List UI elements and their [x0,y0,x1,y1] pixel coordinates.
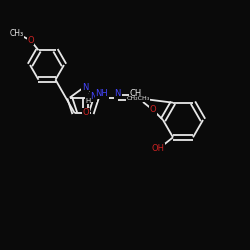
Text: O: O [27,36,34,45]
Text: CH₃: CH₃ [10,29,24,38]
Text: O: O [150,106,156,114]
Text: N: N [90,92,96,101]
Text: CH₂CH₃: CH₂CH₃ [126,96,150,102]
Text: N: N [82,84,88,92]
Text: N: N [114,89,121,98]
Text: OH: OH [152,144,164,153]
Text: CH: CH [130,89,142,98]
Text: NH: NH [95,89,108,98]
Text: H: H [86,98,91,104]
Text: O: O [82,108,89,117]
